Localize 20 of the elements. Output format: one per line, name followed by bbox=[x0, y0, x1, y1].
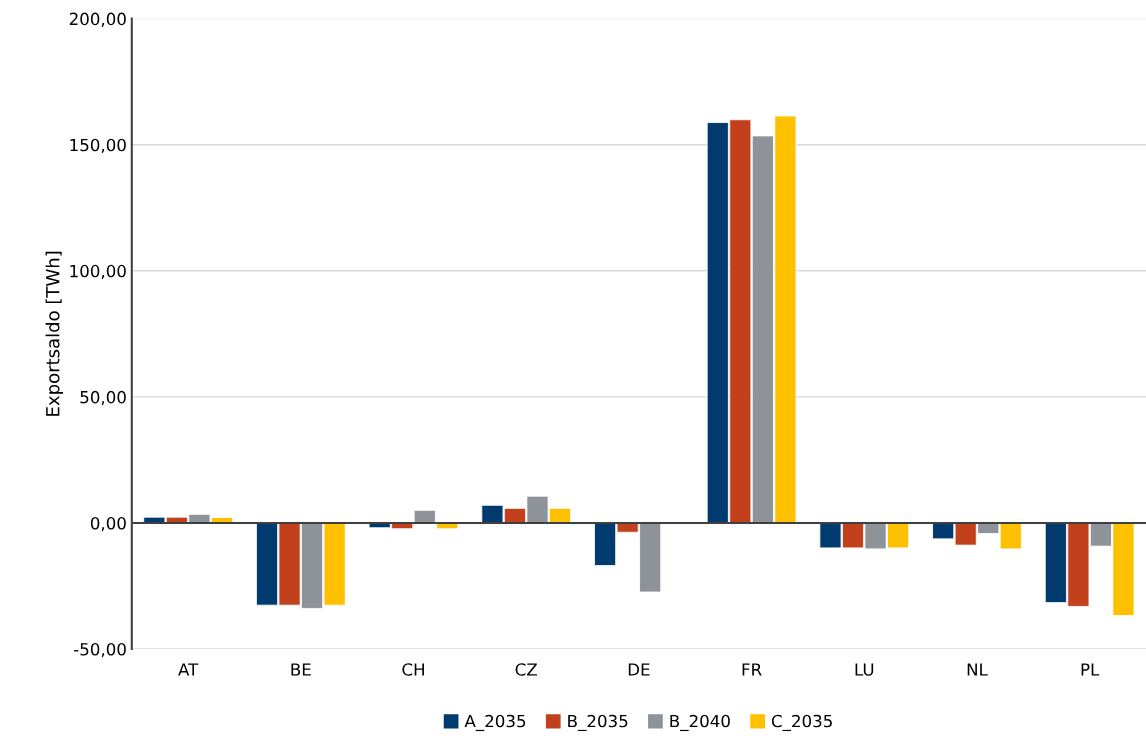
y-tick-label: 50,00 bbox=[80, 390, 126, 406]
x-tick-label: AT bbox=[178, 663, 199, 676]
y-tick-label: 0,00 bbox=[90, 516, 126, 532]
x-tick-label: LU bbox=[855, 663, 874, 676]
x-tick-label: DE bbox=[628, 663, 650, 676]
x-tick-label: NL bbox=[967, 663, 988, 676]
y-axis-title: Exportsaldo [TWh] bbox=[45, 251, 64, 416]
x-tick-label: FR bbox=[742, 663, 762, 676]
x-tick-label: BE bbox=[291, 663, 311, 676]
legend-label: A_2035 bbox=[464, 714, 526, 732]
x-tick-label: CZ bbox=[515, 663, 537, 676]
legend-label: B_2040 bbox=[670, 714, 730, 732]
x-tick-label: PL bbox=[1081, 663, 1100, 676]
y-tick-label: -50,00 bbox=[74, 642, 126, 658]
y-tick-label: 100,00 bbox=[70, 264, 126, 280]
legend-label: B_2035 bbox=[568, 714, 628, 732]
x-tick-label: CH bbox=[402, 663, 424, 676]
y-tick-label: 150,00 bbox=[70, 138, 126, 153]
legend-label: C_2035 bbox=[771, 714, 832, 732]
y-tick-label: 200,00 bbox=[69, 12, 126, 27]
